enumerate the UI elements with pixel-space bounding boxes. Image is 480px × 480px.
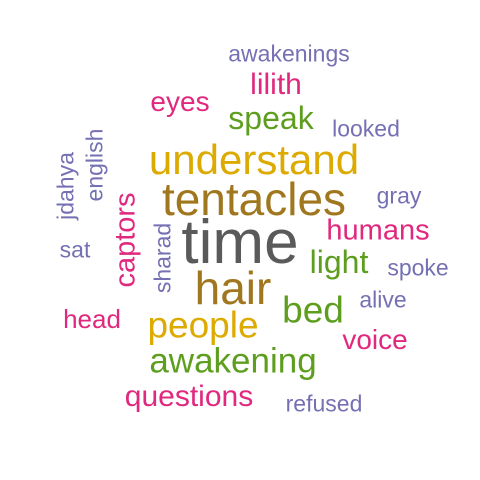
word-lilith: lilith <box>250 68 302 101</box>
word-alive: alive <box>359 286 407 313</box>
word-awakenings: awakenings <box>228 40 350 67</box>
word-gray: gray <box>376 182 422 209</box>
word-spoke: spoke <box>387 254 449 281</box>
word-time: time <box>181 208 299 277</box>
word-english: english <box>81 128 108 202</box>
word-voice: voice <box>342 324 408 355</box>
word-speak: speak <box>228 100 314 136</box>
word-questions: questions <box>124 380 254 413</box>
word-hair: hair <box>194 262 272 314</box>
word-tentacles: tentacles <box>161 173 347 225</box>
word-jdahya: jdahya <box>52 152 79 220</box>
word-sat: sat <box>59 236 91 263</box>
word-light: light <box>309 244 369 280</box>
word-looked: looked <box>332 115 400 142</box>
word-humans: humans <box>326 214 430 247</box>
word-bed: bed <box>282 289 344 331</box>
word-refused: refused <box>285 390 363 417</box>
word-head: head <box>63 304 121 334</box>
word-awakening: awakening <box>149 341 317 381</box>
word-people: people <box>147 304 259 346</box>
word-eyes: eyes <box>150 86 210 117</box>
word-understand: understand <box>148 136 360 183</box>
word-captors: captors <box>109 192 142 288</box>
word-sharad: sharad <box>149 222 176 294</box>
